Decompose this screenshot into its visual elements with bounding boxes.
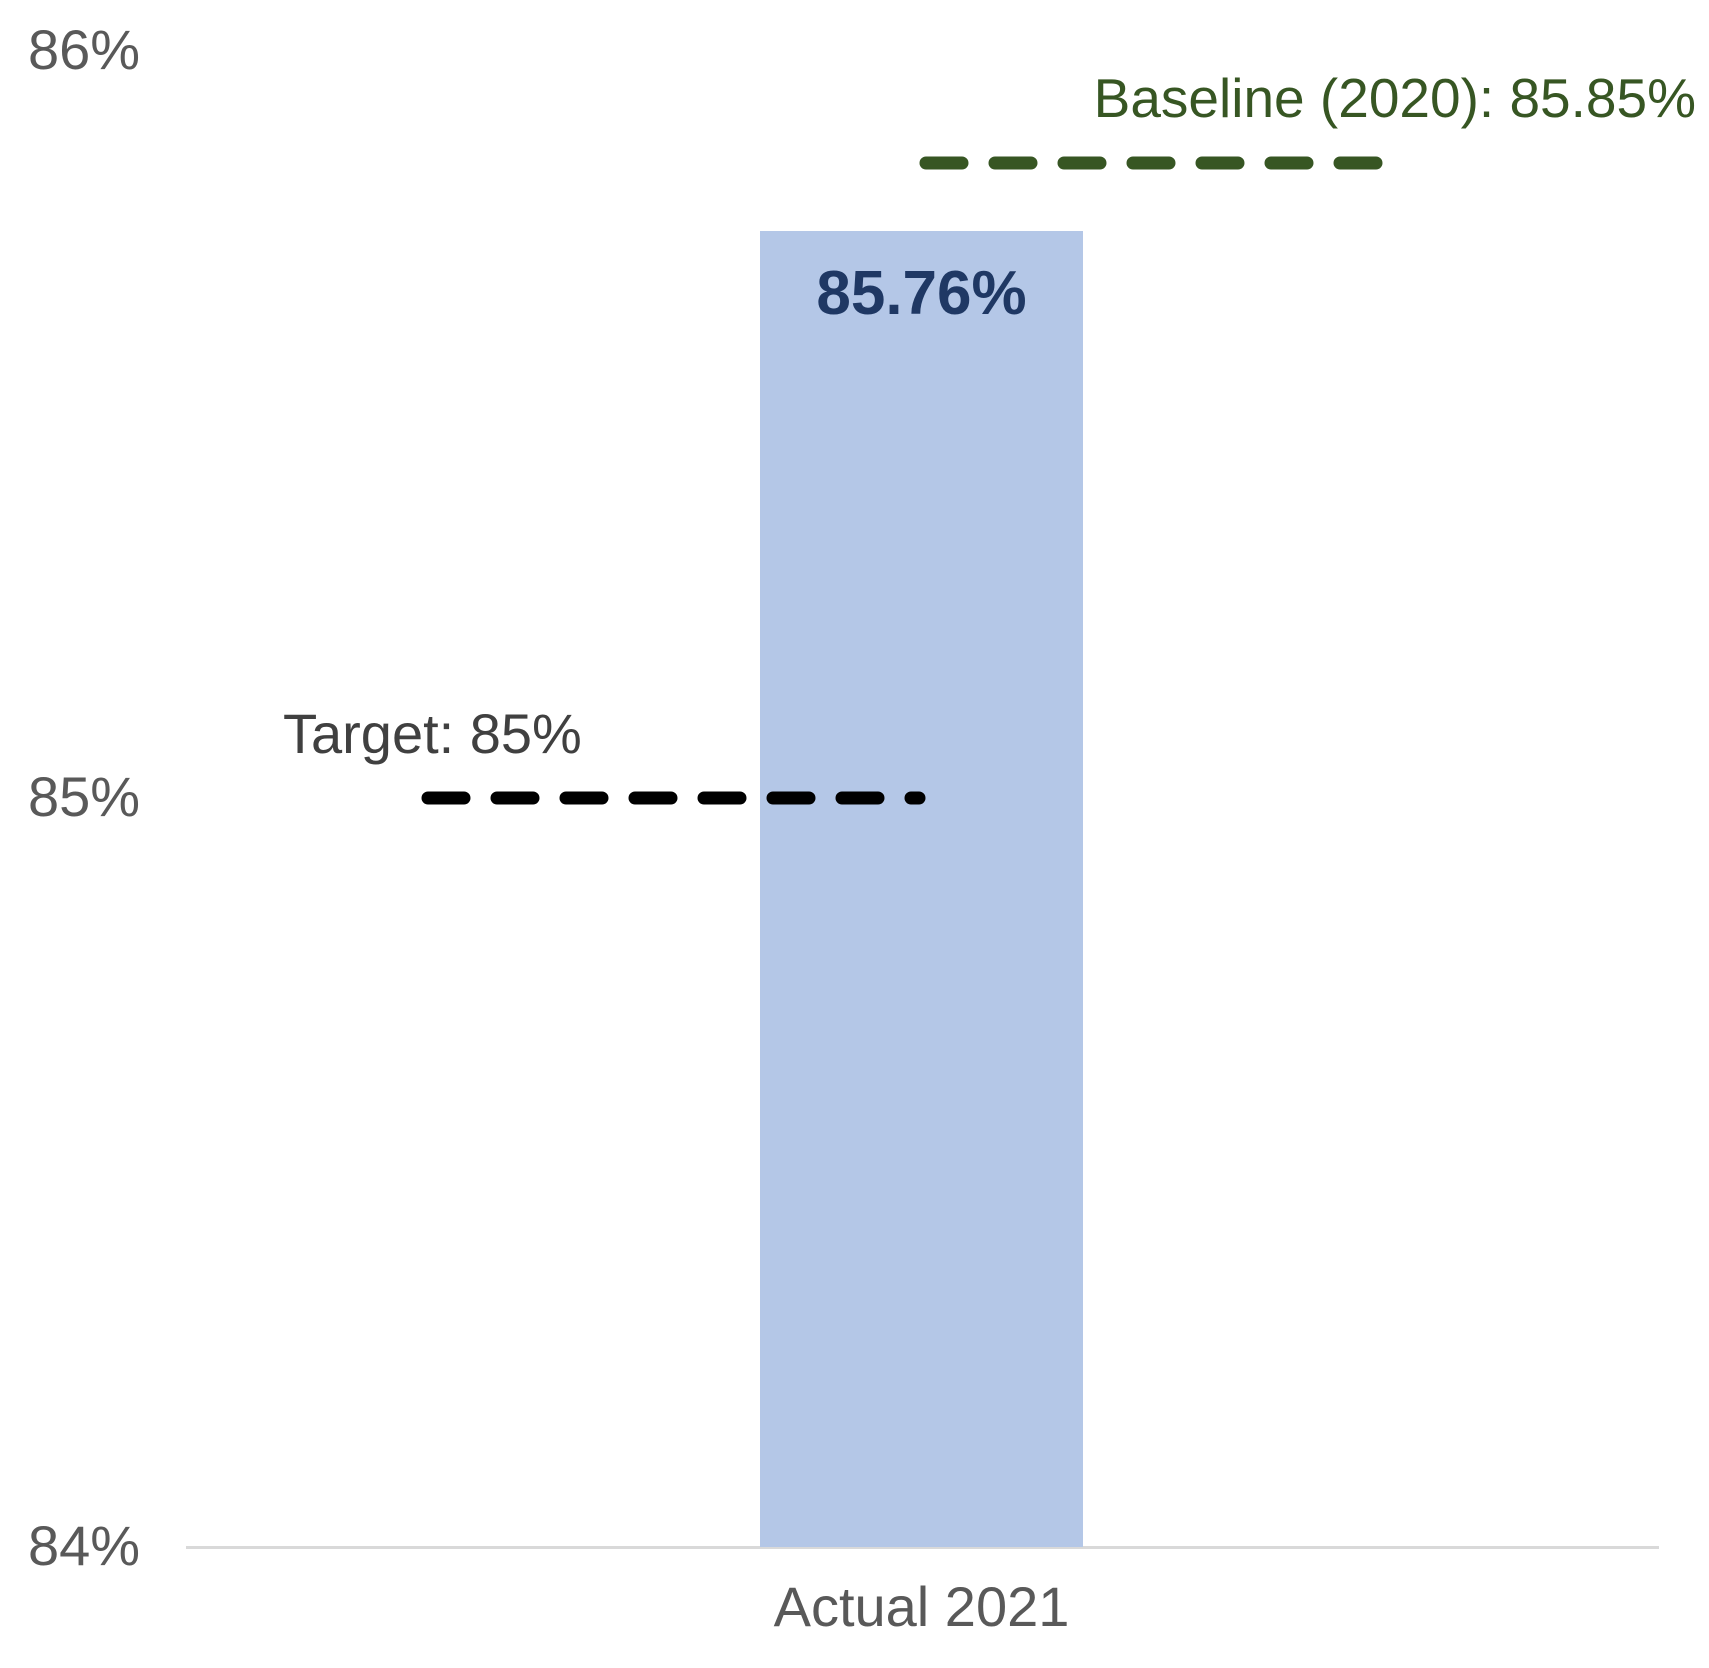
y-axis-tick-84: 84% xyxy=(28,1514,141,1577)
bar-value-label: 85.76% xyxy=(816,259,1027,328)
target-reference-label: Target: 85% xyxy=(283,702,582,765)
bar-actual-2021: 85.76% xyxy=(760,231,1083,1547)
target-dashed-line xyxy=(414,785,934,811)
baseline-dashed-line xyxy=(912,150,1392,176)
y-axis-tick-85: 85% xyxy=(28,765,141,828)
baseline-reference-label: Baseline (2020): 85.85% xyxy=(1093,67,1696,129)
x-axis-line xyxy=(186,1546,1659,1549)
x-axis-category-label: Actual 2021 xyxy=(773,1575,1070,1638)
y-axis-tick-86: 86% xyxy=(28,18,141,81)
